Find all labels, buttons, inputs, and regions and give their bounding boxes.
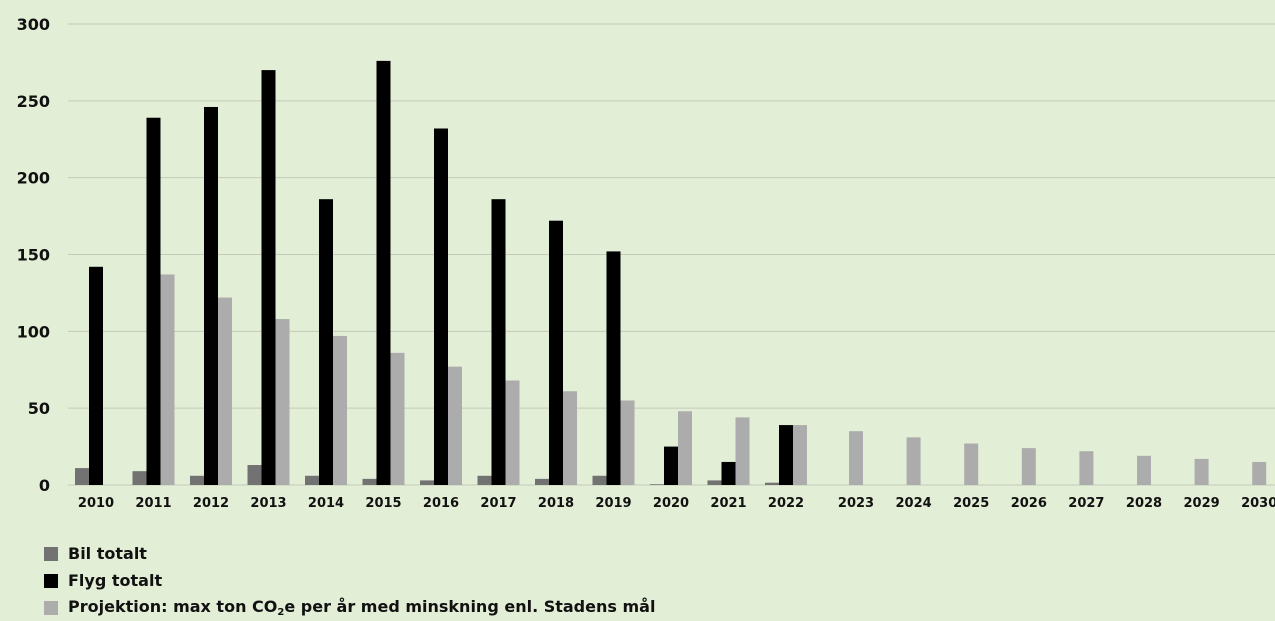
bar-flyg-2010 <box>89 266 103 485</box>
bar-projektion-2011 <box>160 274 175 485</box>
bar-bil-2015 <box>362 478 377 485</box>
bar-bil-2021 <box>707 480 722 485</box>
bar-projektion-2021 <box>735 417 750 485</box>
bar-projektion-2022 <box>793 425 807 485</box>
bar-projektion-2019 <box>620 400 635 485</box>
legend-swatch-flyg <box>44 573 58 588</box>
x-tick-label: 2024 <box>896 496 932 511</box>
x-axis-ticks: 2010 2011 2012 2013 2014 2015 2016 2017 2018 2019… <box>78 496 1275 511</box>
legend-swatch-bil <box>44 546 58 561</box>
x-tick-label: 2027 <box>1068 496 1104 511</box>
bar-bil-2017 <box>477 475 492 485</box>
legend-label-projektion-subscript: 2 <box>277 607 285 618</box>
x-tick-label: 2022 <box>768 496 804 511</box>
x-tick-label: 2012 <box>193 496 229 511</box>
x-tick-label: 2015 <box>365 496 401 511</box>
x-tick-label: 2017 <box>480 496 516 511</box>
x-tick-label: 2025 <box>953 496 989 511</box>
x-tick-label: 2026 <box>1011 496 1047 511</box>
y-tick-label: 150 <box>17 246 50 265</box>
bar-projektion-2030 <box>1252 461 1267 485</box>
bar-projektion-2012 <box>218 297 232 485</box>
bar-bil-2022 <box>765 482 779 485</box>
bar-flyg-2022 <box>779 425 793 485</box>
x-tick-label: 2016 <box>423 496 459 511</box>
y-tick-label: 100 <box>17 322 50 341</box>
bar-bil-2018 <box>535 478 549 485</box>
grid-lines <box>68 23 1275 486</box>
legend-label-projektion-suffix: e per år med minskning enl. Stadens mål <box>284 597 656 616</box>
x-tick-label: 2011 <box>135 496 171 511</box>
x-tick-label: 2010 <box>78 496 114 511</box>
x-tick-label: 2019 <box>595 496 631 511</box>
bar-bil-2016 <box>420 480 434 485</box>
legend-label-flyg: Flyg totalt <box>68 571 163 590</box>
legend: Bil totalt Flyg totalt Projektion: max t… <box>44 540 655 621</box>
bar-bil-2014 <box>305 475 319 485</box>
bar-flyg-2014 <box>319 199 333 485</box>
bar-projektion-2015 <box>390 352 405 485</box>
bar-flyg-2011 <box>146 117 161 485</box>
bar-bil-2020 <box>650 484 664 485</box>
bars <box>75 60 1267 485</box>
legend-item-flyg: Flyg totalt <box>44 567 655 594</box>
bar-projektion-2025 <box>964 443 979 485</box>
bar-flyg-2012 <box>204 106 218 485</box>
legend-item-bil: Bil totalt <box>44 540 655 567</box>
x-tick-label: 2018 <box>538 496 574 511</box>
y-tick-label: 50 <box>28 399 50 418</box>
bar-projektion-2028 <box>1137 455 1151 485</box>
bar-projektion-2026 <box>1021 448 1036 485</box>
bar-projektion-2017 <box>505 380 520 485</box>
bar-flyg-2021 <box>721 461 736 485</box>
bar-bil-2010 <box>75 468 89 485</box>
legend-label-bil: Bil totalt <box>68 544 147 563</box>
x-tick-label: 2020 <box>653 496 689 511</box>
bar-projektion-2020 <box>678 411 692 485</box>
x-tick-label: 2021 <box>710 496 746 511</box>
x-tick-label: 2028 <box>1126 496 1162 511</box>
bar-bil-2012 <box>190 475 204 485</box>
y-tick-label: 0 <box>39 476 50 495</box>
bar-projektion-2018 <box>563 391 577 485</box>
bar-bil-2013 <box>247 465 262 485</box>
bar-flyg-2017 <box>491 199 506 485</box>
y-axis-ticks: 0 50 100 150 200 250 300 <box>17 15 50 495</box>
legend-label-projektion: Projektion: max ton CO2e per år med mins… <box>68 597 655 618</box>
bar-flyg-2015 <box>376 60 391 485</box>
bar-projektion-2024 <box>906 437 921 485</box>
bar-flyg-2020 <box>664 446 678 485</box>
bar-bil-2011 <box>132 471 147 485</box>
y-tick-label: 250 <box>17 92 50 111</box>
x-tick-label: 2030 <box>1241 496 1275 511</box>
legend-swatch-projektion <box>44 600 58 615</box>
bar-flyg-2018 <box>549 220 563 485</box>
bar-flyg-2013 <box>261 70 276 485</box>
bar-projektion-2027 <box>1079 451 1094 485</box>
bar-bil-2019 <box>592 475 607 485</box>
x-tick-label: 2013 <box>250 496 286 511</box>
bar-flyg-2019 <box>606 251 621 485</box>
bar-flyg-2016 <box>434 128 448 485</box>
bar-projektion-2013 <box>275 319 290 485</box>
y-tick-label: 300 <box>17 15 50 34</box>
x-tick-label: 2029 <box>1184 496 1220 511</box>
bar-projektion-2029 <box>1194 458 1209 485</box>
bar-projektion-2014 <box>333 335 347 485</box>
x-tick-label: 2014 <box>308 496 344 511</box>
legend-label-projektion-prefix: Projektion: max ton CO <box>68 597 278 616</box>
legend-item-projektion: Projektion: max ton CO2e per år med mins… <box>44 594 655 621</box>
y-tick-label: 200 <box>17 169 50 188</box>
bar-projektion-2016 <box>448 366 462 485</box>
x-tick-label: 2023 <box>838 496 874 511</box>
bar-projektion-2023 <box>849 431 863 485</box>
